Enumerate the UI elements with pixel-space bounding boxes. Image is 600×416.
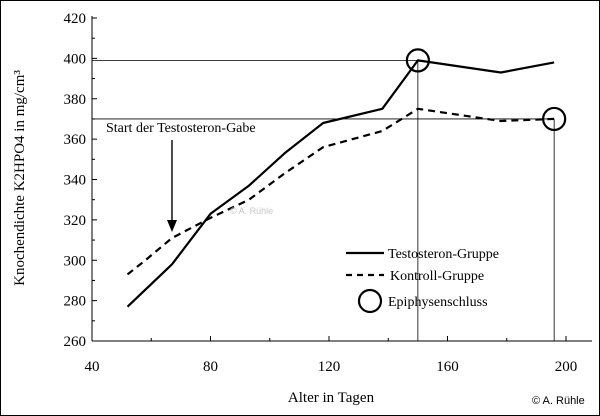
axes <box>91 16 592 342</box>
legend-label-testosteron: Testosteron-Gruppe <box>388 247 499 262</box>
x-axis-title: Alter in Tagen <box>288 390 375 406</box>
legend: Testosteron-Gruppe Kontroll-Gruppe Epiph… <box>346 247 499 314</box>
series-lines <box>126 59 555 308</box>
y-tick-label: 400 <box>64 51 87 67</box>
annotation-arrow <box>166 140 177 232</box>
x-tick-label: 80 <box>203 359 218 375</box>
epiphysenschluss-circle <box>405 48 430 73</box>
legend-label-kontroll: Kontroll-Gruppe <box>390 269 484 284</box>
y-tick-label: 300 <box>64 253 87 269</box>
y-tick-label: 340 <box>64 173 87 189</box>
ticks: 260 280 300 320 340 360 380 400 420 40 80 120 160 200 <box>64 11 578 375</box>
annotation-start-label: Start der Testosteron-Gabe <box>106 121 256 136</box>
annotation-arrow-head <box>166 219 177 232</box>
legend-label-epiphysenschluss: Epiphysenschluss <box>388 295 488 310</box>
y-axis-title: Knochendichte K2HPO4 in mg/cm³ <box>12 70 28 286</box>
y-tick-label: 380 <box>64 92 87 108</box>
x-tick-label: 200 <box>555 359 578 375</box>
series-line-kontroll <box>126 107 555 276</box>
x-tick-label: 120 <box>318 359 341 375</box>
reference-lines <box>92 59 555 341</box>
x-tick-label: 160 <box>436 359 459 375</box>
epiphysenschluss-circle <box>542 106 567 132</box>
y-tick-label: 320 <box>64 213 87 229</box>
legend-circle-icon <box>357 288 383 314</box>
y-tick-label: 260 <box>64 334 87 350</box>
epiphysenschluss-markers <box>405 48 567 132</box>
series-line-testosteron <box>126 59 555 308</box>
y-tick-label: 280 <box>64 294 87 310</box>
credit-text: © A. Rühle <box>532 395 585 407</box>
y-tick-label: 420 <box>64 11 87 27</box>
watermark: © A. Rühle <box>230 206 273 216</box>
x-tick-label: 40 <box>85 359 100 375</box>
y-tick-label: 360 <box>64 132 87 148</box>
